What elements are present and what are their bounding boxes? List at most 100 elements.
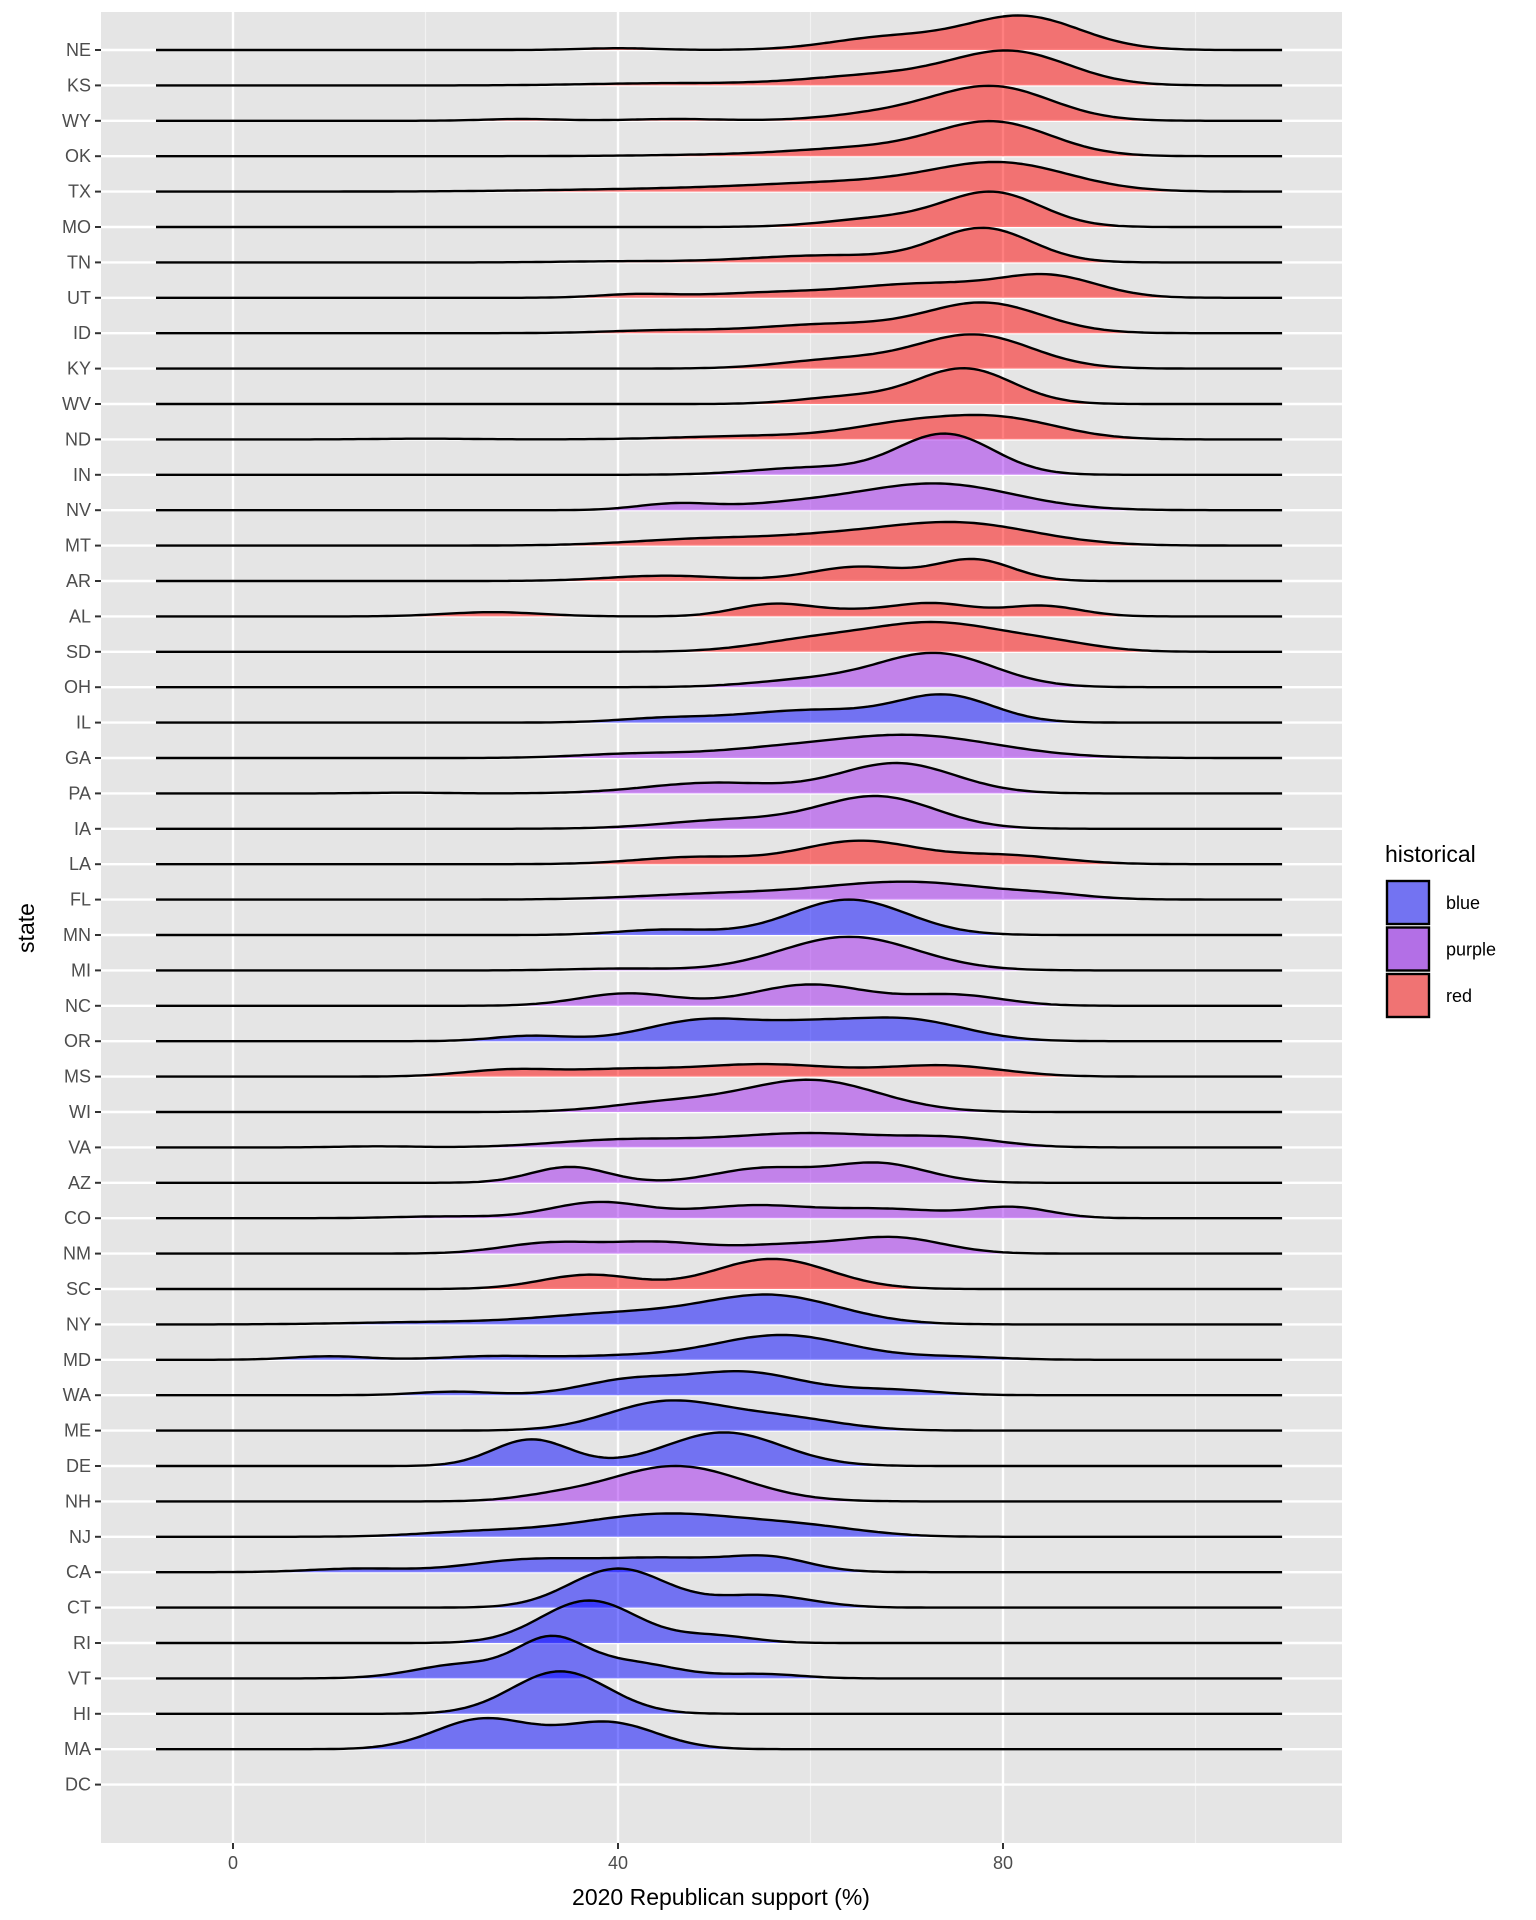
ridge-fill-ID	[156, 302, 1283, 334]
ridge-VT	[156, 1634, 1283, 1680]
y-tick-label-WI: WI	[69, 1102, 91, 1122]
ridge-MO	[156, 190, 1283, 229]
y-tick-label-OR: OR	[64, 1031, 91, 1051]
ridge-line-MD	[156, 1333, 1283, 1361]
ridge-fill-NJ	[156, 1513, 1283, 1537]
y-tick-label-NY: NY	[66, 1314, 91, 1334]
ridge-fill-VA	[156, 1133, 1283, 1148]
y-tick-label-MI: MI	[71, 960, 91, 980]
y-tick-label-WA: WA	[63, 1385, 91, 1405]
y-axis-title: state	[13, 903, 39, 953]
ridge-line-ME	[156, 1399, 1283, 1432]
ridge-line-NC	[156, 983, 1283, 1007]
ridge-line-CT	[156, 1567, 1283, 1609]
ridge-line-GA	[156, 733, 1283, 760]
ridge-line-MN	[156, 898, 1283, 937]
ridge-fill-WV	[156, 368, 1283, 404]
ridge-MT	[156, 520, 1283, 547]
ridge-line-OK	[156, 119, 1283, 158]
ridge-line-NY	[156, 1293, 1283, 1326]
ridge-RI	[156, 1599, 1283, 1645]
ridge-fill-CO	[156, 1201, 1283, 1219]
x-tick-label: 80	[993, 1853, 1013, 1873]
ridge-fill-AZ	[156, 1162, 1283, 1183]
ridge-LA	[156, 839, 1283, 866]
y-tick-label-FL: FL	[70, 890, 91, 910]
y-tick-label-KY: KY	[67, 359, 91, 379]
ridge-line-IA	[156, 794, 1283, 830]
ridge-SD	[156, 620, 1283, 653]
legend-label-red: red	[1446, 986, 1472, 1006]
y-tick-label-ME: ME	[64, 1421, 91, 1441]
ridge-fill-ND	[156, 415, 1283, 440]
y-tick-label-AL: AL	[69, 606, 91, 626]
y-tick-label-DC: DC	[65, 1775, 91, 1795]
ridge-fill-MA	[156, 1718, 1283, 1750]
ridge-line-SD	[156, 620, 1283, 653]
ridge-fill-LA	[156, 840, 1283, 865]
ridge-line-TN	[156, 226, 1283, 264]
y-tick-label-UT: UT	[67, 288, 91, 308]
ridge-FL	[156, 880, 1283, 901]
ridge-fill-NV	[156, 483, 1283, 511]
ridge-line-MI	[156, 935, 1283, 972]
ridge-line-WV	[156, 367, 1283, 406]
ridge-CA	[156, 1554, 1283, 1574]
y-tick-label-IN: IN	[73, 465, 91, 485]
ridge-MD	[156, 1333, 1283, 1361]
y-tick-label-CO: CO	[64, 1208, 91, 1228]
y-tick-label-RI: RI	[73, 1633, 91, 1653]
y-tick-label-NM: NM	[63, 1244, 91, 1264]
ridge-NH	[156, 1464, 1283, 1503]
y-tick-label-AR: AR	[66, 571, 91, 591]
y-tick-label-NV: NV	[66, 500, 91, 520]
ridge-line-AL	[156, 601, 1283, 618]
ridge-line-ID	[156, 301, 1283, 335]
ridge-fill-AL	[156, 602, 1283, 617]
ridge-fill-UT	[156, 274, 1283, 298]
ridge-line-RI	[156, 1599, 1283, 1645]
legend-key-purple	[1385, 926, 1431, 972]
ridge-NY	[156, 1293, 1283, 1326]
y-tick-label-PA: PA	[68, 783, 91, 803]
ridge-CO	[156, 1200, 1283, 1220]
ridge-WI	[156, 1078, 1283, 1114]
ridge-NV	[156, 482, 1283, 512]
ridge-NM	[156, 1235, 1283, 1255]
ridge-line-VT	[156, 1634, 1283, 1680]
ridge-WV	[156, 367, 1283, 406]
ridge-ID	[156, 301, 1283, 335]
ridge-fill-WA	[156, 1371, 1283, 1396]
ridge-line-NM	[156, 1235, 1283, 1255]
ridge-line-CO	[156, 1200, 1283, 1220]
ridge-KY	[156, 333, 1283, 370]
y-tick-label-KS: KS	[67, 75, 91, 95]
ridge-DE	[156, 1431, 1283, 1468]
ridge-IA	[156, 794, 1283, 830]
ridge-line-LA	[156, 839, 1283, 866]
y-tick-label-MD: MD	[63, 1350, 91, 1370]
ridge-GA	[156, 733, 1283, 760]
ridge-fill-NC	[156, 984, 1283, 1006]
ridge-line-KY	[156, 333, 1283, 370]
y-tick-label-AZ: AZ	[68, 1173, 91, 1193]
y-tick-label-WV: WV	[62, 394, 91, 414]
ridge-SC	[156, 1257, 1283, 1291]
ridge-fill-TX	[156, 162, 1283, 192]
ridge-line-TX	[156, 160, 1283, 193]
ridge-fill-MT	[156, 522, 1283, 546]
x-tick-label: 40	[608, 1853, 628, 1873]
ridge-PA	[156, 761, 1283, 795]
ridge-fill-CT	[156, 1568, 1283, 1608]
ridge-line-OR	[156, 1016, 1283, 1043]
ridge-line-KS	[156, 49, 1283, 87]
ridge-line-WI	[156, 1078, 1283, 1114]
ridge-line-UT	[156, 272, 1283, 299]
ridge-fill-SC	[156, 1258, 1283, 1289]
y-tick-label-VT: VT	[68, 1668, 91, 1688]
ridge-fill-PA	[156, 763, 1283, 794]
y-tick-label-ND: ND	[65, 429, 91, 449]
ridge-fill-FL	[156, 881, 1283, 900]
ridge-fill-TN	[156, 227, 1283, 263]
ridge-fill-NH	[156, 1466, 1283, 1502]
